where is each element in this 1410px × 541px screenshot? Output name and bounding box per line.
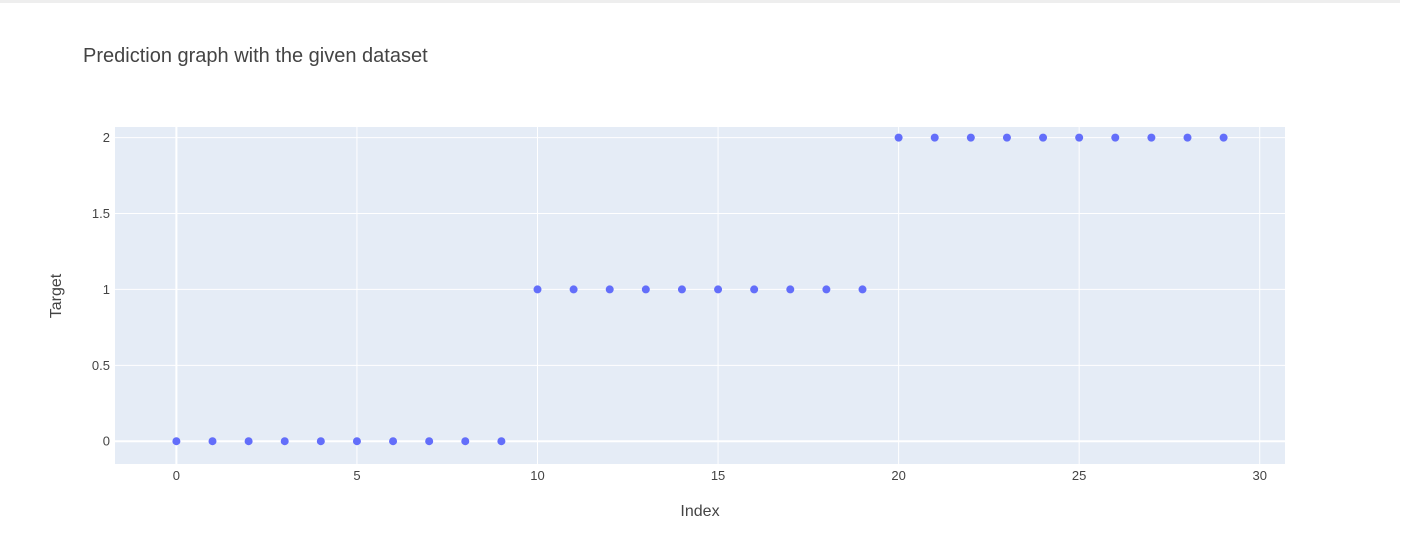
data-point xyxy=(208,437,217,446)
data-point xyxy=(858,285,867,294)
data-point xyxy=(750,285,759,294)
x-tick-label: 5 xyxy=(353,468,360,483)
data-point xyxy=(1183,133,1192,142)
grid-lines xyxy=(115,127,1285,464)
data-point xyxy=(1111,133,1120,142)
x-tick-label: 30 xyxy=(1252,468,1266,483)
data-point xyxy=(389,437,398,446)
data-point xyxy=(822,285,831,294)
data-point xyxy=(966,133,975,142)
chart-title: Prediction graph with the given dataset xyxy=(83,45,428,67)
data-point xyxy=(930,133,939,142)
data-points xyxy=(172,133,1228,446)
x-tick-label: 15 xyxy=(711,468,725,483)
y-tick-label: 1 xyxy=(103,282,110,297)
x-tick-label: 25 xyxy=(1072,468,1086,483)
data-point xyxy=(352,437,361,446)
data-point xyxy=(1039,133,1048,142)
data-point xyxy=(605,285,614,294)
data-point xyxy=(677,285,686,294)
data-point xyxy=(641,285,650,294)
y-tick-labels: 0 0.5 1 1.5 2 xyxy=(92,130,110,449)
x-tick-labels: 0 5 10 15 20 25 30 xyxy=(173,468,1267,483)
data-point xyxy=(1147,133,1156,142)
data-point xyxy=(461,437,470,446)
data-point xyxy=(894,133,903,142)
x-tick-label: 0 xyxy=(173,468,180,483)
data-point xyxy=(172,437,181,446)
y-tick-label: 1.5 xyxy=(92,206,110,221)
x-tick-label: 20 xyxy=(891,468,905,483)
data-point xyxy=(316,437,325,446)
x-axis-title: Index xyxy=(680,503,719,520)
data-point xyxy=(1075,133,1084,142)
data-point xyxy=(497,437,506,446)
y-tick-label: 2 xyxy=(103,130,110,145)
data-point xyxy=(786,285,795,294)
plot-area xyxy=(115,127,1285,464)
y-tick-label: 0.5 xyxy=(92,358,110,373)
data-point xyxy=(569,285,578,294)
data-point xyxy=(1219,133,1228,142)
data-point xyxy=(1002,133,1011,142)
y-tick-label: 0 xyxy=(103,434,110,449)
data-point xyxy=(280,437,289,446)
data-point xyxy=(533,285,542,294)
x-tick-label: 10 xyxy=(530,468,544,483)
y-axis-title: Target xyxy=(48,273,65,318)
data-point xyxy=(244,437,253,446)
data-point xyxy=(425,437,434,446)
data-point xyxy=(714,285,723,294)
top-divider xyxy=(0,0,1400,3)
